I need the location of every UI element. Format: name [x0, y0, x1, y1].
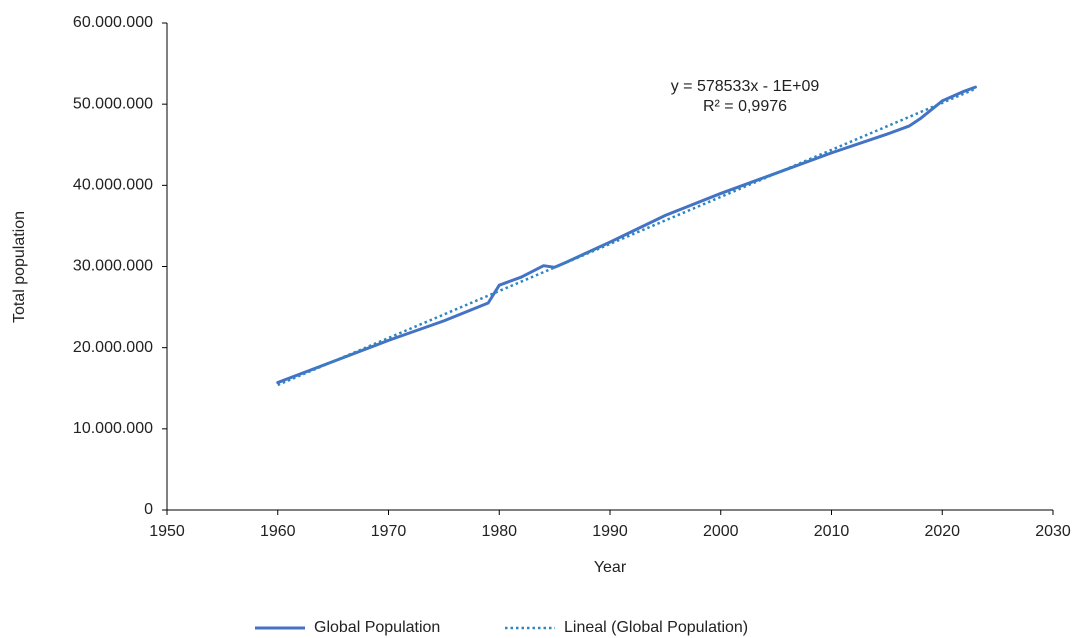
y-tick-label: 10.000.000	[73, 420, 153, 437]
x-tick-label: 1990	[592, 523, 628, 540]
x-tick-label: 1970	[371, 523, 407, 540]
y-tick-label: 50.000.000	[73, 95, 153, 112]
trend-r-squared: R² = 0,9976	[703, 98, 787, 115]
y-tick-label: 0	[144, 501, 153, 518]
x-tick-label: 2030	[1035, 523, 1071, 540]
y-tick-label: 60.000.000	[73, 14, 153, 31]
x-tick-label: 1960	[260, 523, 296, 540]
x-axis-title: Year	[594, 559, 627, 576]
y-tick-label: 20.000.000	[73, 339, 153, 356]
x-tick-label: 2010	[814, 523, 850, 540]
series-line	[277, 87, 976, 387]
trend-equation: y = 578533x - 1E+09	[671, 78, 820, 95]
legend-label: Global Population	[314, 619, 440, 636]
y-axis-title: Total population	[11, 211, 28, 323]
y-tick-label: 40.000.000	[73, 177, 153, 194]
x-tick-label: 2000	[703, 523, 739, 540]
x-tick-label: 2020	[924, 523, 960, 540]
x-tick-label: 1950	[149, 523, 185, 540]
y-tick-label: 30.000.000	[73, 258, 153, 275]
x-tick-label: 1980	[481, 523, 517, 540]
series-line	[276, 85, 977, 385]
legend-label: Lineal (Global Population)	[564, 619, 748, 636]
